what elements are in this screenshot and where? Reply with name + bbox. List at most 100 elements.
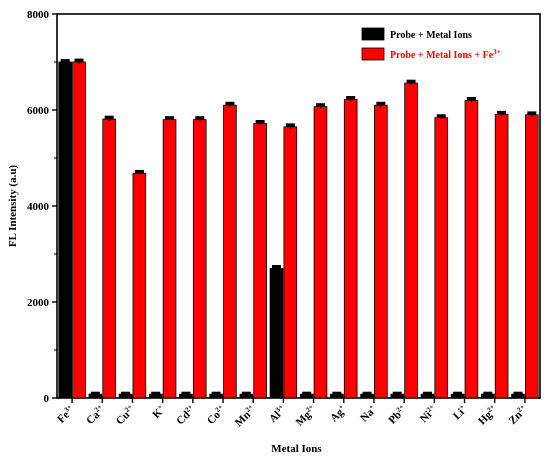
x-tick-label-superscript: 3+ [274,403,285,414]
bar-probe-fe-zn [525,114,539,399]
x-tick-label-k: K+ [150,403,168,421]
error-cap [332,391,342,396]
bar-probe-fe-ca [102,118,116,399]
bar-probe-fe-na [374,104,388,399]
error-cap [527,111,537,115]
error-cap [422,391,432,396]
x-tick-label-ag: Ag+ [327,403,349,425]
x-tick-label-al: Al3+ [266,403,288,425]
legend: Probe + Metal Ions Probe + Metal Ions + F… [361,27,501,61]
x-axis-title: Metal Ions [271,443,322,455]
bar-probe-fe-co [223,104,237,399]
error-cap [406,79,416,84]
error-cap [272,264,282,269]
error-cap [376,101,386,106]
x-tick-label-pb: Pb2+ [386,403,410,427]
x-tick-label-superscript: 2+ [93,403,104,414]
y-tick-label: 4000 [27,201,50,213]
x-tick-label-superscript: 2+ [425,403,436,414]
x-tick-label-li: Li+ [450,403,469,422]
error-cap [302,391,312,396]
bar-probe-fe-cu [132,172,147,399]
x-tick-label-ni: Ni2+ [417,403,439,425]
x-tick-label-mn: Mn2+ [232,403,258,429]
bar-probe-fe-cd [192,119,207,399]
x-tick-label-superscript: 2+ [485,403,496,414]
legend-label-superscript: 3+ [493,48,501,56]
legend-label: Probe + Metal Ions [390,30,472,41]
error-cap [285,123,295,127]
error-cap [513,391,523,396]
error-cap [497,110,507,115]
error-cap [392,391,402,396]
x-tick-label-superscript: 3+ [63,403,74,414]
bar-probe-fe-li [464,100,479,399]
x-tick-label-superscript: 2+ [244,403,255,414]
error-cap [74,58,84,62]
bar-probe-fe-ni [434,117,449,399]
x-tick-label-superscript: 2+ [395,403,406,414]
error-cap [483,391,493,396]
bar-probe-fe [58,61,72,399]
error-cap [362,391,372,396]
bar-probe-fe-mg [313,106,328,399]
bar-probe-fe-k [162,119,177,399]
x-tick-label-co: Co2+ [204,403,228,427]
legend-label-text: Probe + Metal Ions + Fe [390,50,494,61]
error-cap [225,101,235,106]
x-tick-label-superscript: + [458,403,466,411]
legend-label: Probe + Metal Ions + Fe3+ [390,48,501,61]
x-tick-label-ca: Ca2+ [83,403,107,427]
error-cap [195,116,205,120]
bar-probe-fe-al [283,126,298,399]
error-cap [315,103,325,107]
x-tick-label-superscript: + [367,403,375,411]
x-tick-label-cu: Cu2+ [113,403,137,427]
error-cap [241,391,251,396]
error-cap [466,96,476,101]
x-tick-label-hg: Hg2+ [475,403,499,427]
error-cap [346,96,356,100]
y-tick-label: 2000 [27,297,50,309]
y-axis-title: FL Intensity (a.u) [7,165,19,248]
error-cap [151,391,161,396]
bars [58,58,539,399]
legend-label-text: Probe + Metal Ions [390,30,472,41]
bar-probe-al [269,267,284,399]
x-tick-label-fe: Fe3+ [55,403,78,426]
x-tick-label-cd: Cd2+ [174,403,198,427]
x-tick-label-superscript: 2+ [304,403,315,414]
error-cap [181,391,191,396]
x-tick-label-superscript: 2+ [183,403,194,414]
error-cap [60,59,70,63]
error-cap [90,391,100,396]
error-cap [165,116,175,120]
y-tick-label: 6000 [27,105,50,117]
error-cap [255,120,265,124]
y-tick-label: 8000 [27,9,50,21]
legend-swatch [361,47,385,61]
x-tick-label-superscript: 2+ [123,403,134,414]
x-tick-label-superscript: 2+ [214,403,225,414]
bar-probe-fe-pb [404,82,418,399]
x-tick-label-superscript: 2+ [516,403,527,414]
x-tick-label-superscript: + [156,403,164,411]
error-cap [436,114,446,118]
error-cap [453,391,463,396]
bar-probe-fe-fe [72,61,86,399]
error-cap [134,169,144,174]
bar-probe-fe-ag [343,99,358,399]
y-tick-label: 0 [44,393,50,405]
error-cap [104,115,114,120]
x-tick-label-na: Na+ [358,403,380,425]
error-cap [211,391,221,396]
legend-swatch [361,27,385,41]
error-cap [121,391,131,396]
x-tick-label-mg: Mg2+ [293,403,319,429]
bar-probe-fe-mn [253,123,267,399]
bar-probe-fe-hg [494,113,509,399]
x-tick-label-superscript: + [337,403,345,411]
x-tick-label-zn: Zn2+ [506,403,530,427]
